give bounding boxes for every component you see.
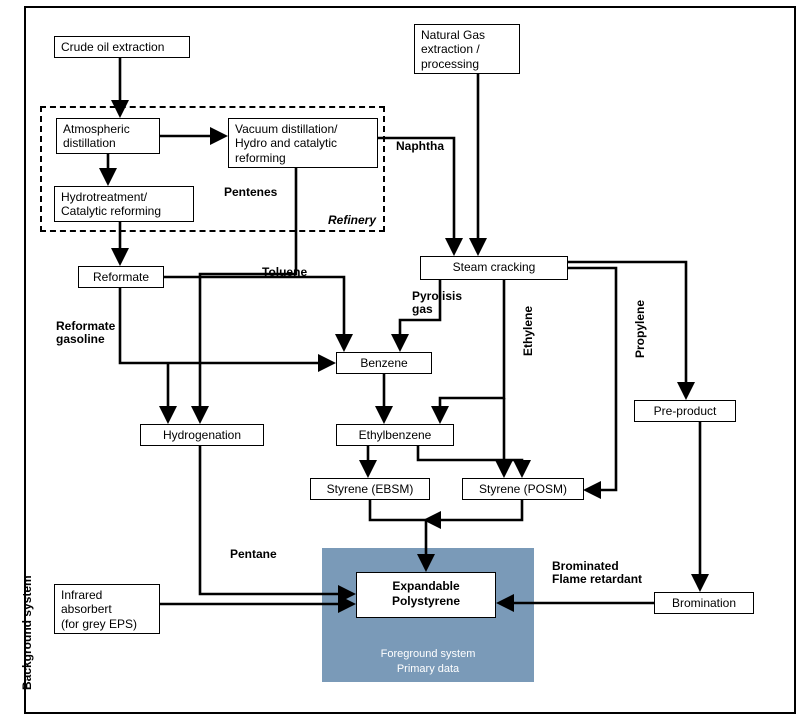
background-system-label: Background system: [20, 575, 34, 690]
label-brominated-flame-retardant: Brominated Flame retardant: [552, 560, 642, 586]
node-hydrotreatment: Hydrotreatment/ Catalytic reforming: [54, 186, 194, 222]
label-ethylene: Ethylene: [522, 306, 535, 356]
label-pentane: Pentane: [230, 548, 277, 561]
label-toluene: Toluene: [262, 266, 307, 279]
label-pentenes: Pentenes: [224, 186, 277, 199]
label-pyrolysis-gas: Pyrolisis gas: [412, 290, 462, 316]
node-hydrogenation: Hydrogenation: [140, 424, 264, 446]
node-reformate: Reformate: [78, 266, 164, 288]
foreground-caption-1: Foreground system: [322, 648, 534, 660]
node-styrene-ebsm: Styrene (EBSM): [310, 478, 430, 500]
node-steam-cracking: Steam cracking: [420, 256, 568, 280]
node-atmospheric-distillation: Atmospheric distillation: [56, 118, 160, 154]
node-benzene: Benzene: [336, 352, 432, 374]
label-reformate-gasoline: Reformate gasoline: [56, 320, 115, 346]
node-pre-product: Pre-product: [634, 400, 736, 422]
node-bromination: Bromination: [654, 592, 754, 614]
node-crude-oil: Crude oil extraction: [54, 36, 190, 58]
label-propylene: Propylene: [634, 300, 647, 358]
node-styrene-posm: Styrene (POSM): [462, 478, 584, 500]
node-natural-gas: Natural Gas extraction / processing: [414, 24, 520, 74]
node-expandable-polystyrene: Expandable Polystyrene: [356, 572, 496, 618]
node-ethylbenzene: Ethylbenzene: [336, 424, 454, 446]
node-infrared-absorbert: Infrared absorbert (for grey EPS): [54, 584, 160, 634]
label-naphtha: Naphtha: [396, 140, 444, 153]
foreground-caption-2: Primary data: [322, 663, 534, 675]
node-vacuum-distillation: Vacuum distillation/ Hydro and catalytic…: [228, 118, 378, 168]
refinery-label: Refinery: [328, 213, 376, 227]
